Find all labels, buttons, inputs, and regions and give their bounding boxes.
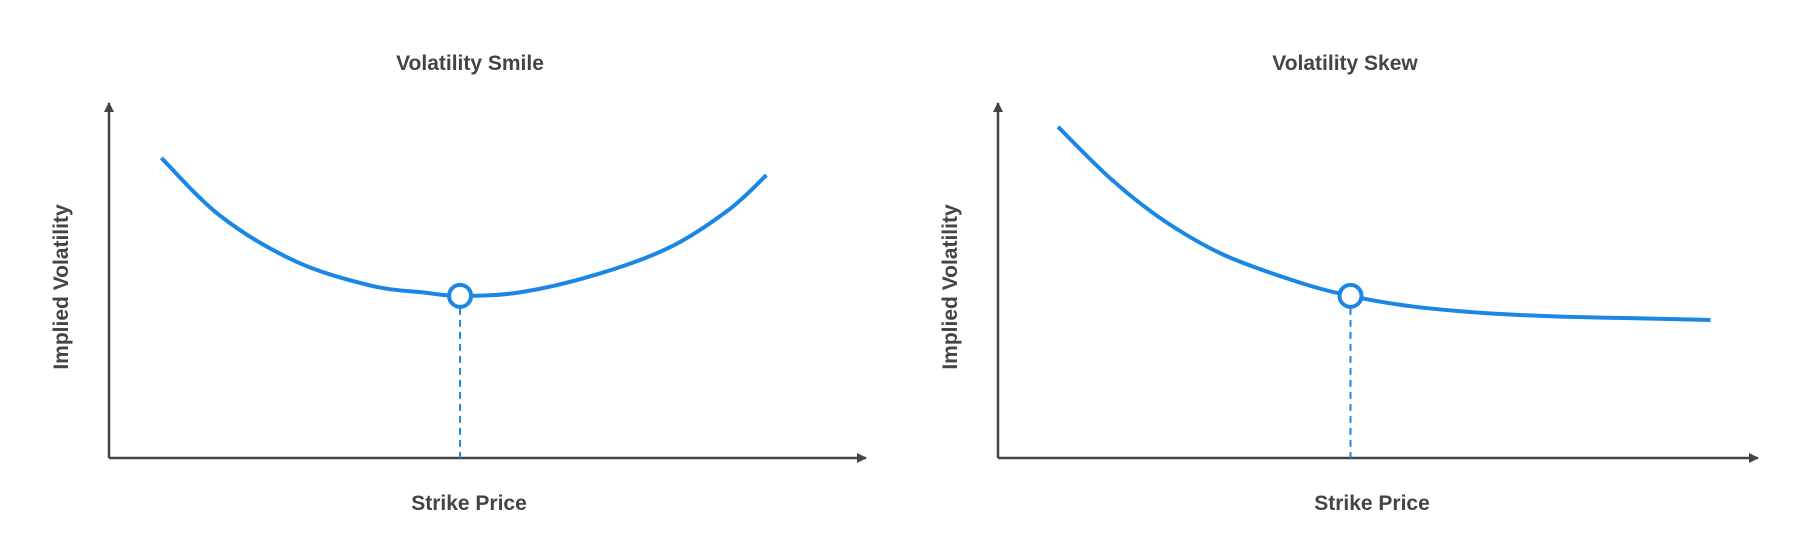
smile-chart-title: Volatility Smile (396, 52, 544, 75)
smile-plot-area (159, 156, 768, 458)
skew-atm-point (1337, 282, 1364, 309)
skew-series-line-0 (1056, 125, 1711, 322)
skew-chart: Volatility Skew Strike Price Implied Vol… (939, 52, 1759, 515)
skew-y-axis-label: Implied Volatility (939, 204, 962, 370)
skew-x-axis-label: Strike Price (1314, 492, 1430, 515)
skew-chart-title: Volatility Skew (1272, 52, 1418, 75)
smile-atm-point (447, 282, 474, 309)
skew-plot-area (1056, 125, 1711, 458)
smile-y-axis-label: Implied Volatility (50, 204, 73, 370)
smile-series-line-0 (159, 156, 768, 298)
smile-x-axis-label: Strike Price (411, 492, 527, 515)
smile-chart: Volatility Smile Strike Price Implied Vo… (50, 52, 867, 515)
